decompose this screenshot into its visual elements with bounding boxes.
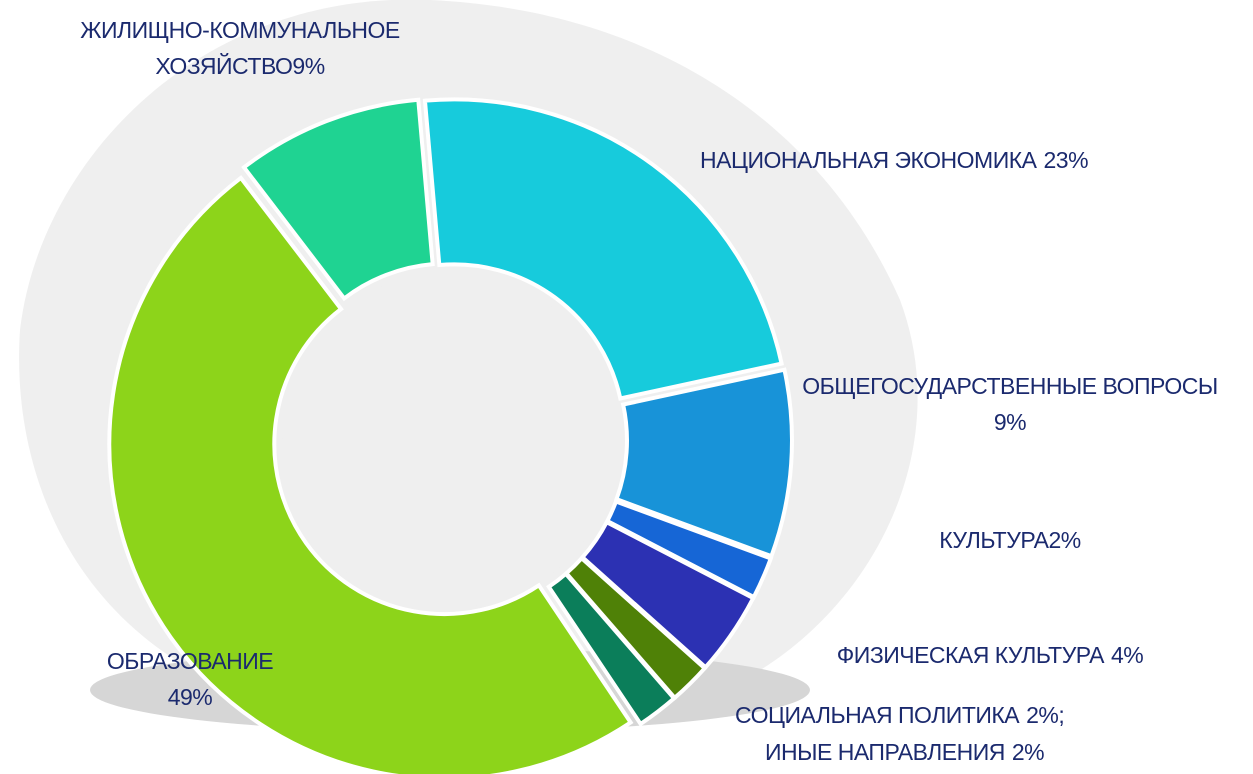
category-label: НАЦИОНАЛЬНАЯ ЭКОНОМИКА <box>700 147 1037 173</box>
category-label: КУЛЬТУРА <box>939 527 1049 553</box>
category-label: ИНЫЕ НАПРАВЛЕНИЯ <box>765 739 1005 765</box>
value-label: 2%; <box>1026 702 1065 728</box>
donut-hole <box>282 272 618 608</box>
value-label: 9% <box>292 53 325 79</box>
data-label: НАЦИОНАЛЬНАЯ ЭКОНОМИКА 23% <box>700 142 1180 178</box>
data-label: ЖИЛИЩНО-КОММУНАЛЬНОЕ ХОЗЯЙСТВО9% <box>30 12 450 84</box>
donut-segment <box>107 175 634 774</box>
donut-segment <box>422 97 784 401</box>
data-label: СОЦИАЛЬНАЯ ПОЛИТИКА 2%; <box>735 697 1155 733</box>
value-label: 23% <box>1043 147 1089 173</box>
category-label: ЖИЛИЩНО-КОММУНАЛЬНОЕ ХОЗЯЙСТВО <box>80 17 400 79</box>
category-label: ФИЗИЧЕСКАЯ КУЛЬТУРА <box>836 642 1105 668</box>
data-label: ОБЩЕГОСУДАРСТВЕННЫЕ ВОПРОСЫ 9% <box>770 368 1250 440</box>
category-label: СОЦИАЛЬНАЯ ПОЛИТИКА <box>735 702 1020 728</box>
data-label: ОБРАЗОВАНИЕ 49% <box>70 643 310 715</box>
category-label: ОБЩЕГОСУДАРСТВЕННЫЕ ВОПРОСЫ <box>802 373 1218 399</box>
value-label: 9% <box>993 409 1027 435</box>
value-label: 49% <box>167 684 213 710</box>
value-label: 4% <box>1110 642 1144 668</box>
value-label: 2% <box>1011 739 1045 765</box>
data-label: ФИЗИЧЕСКАЯ КУЛЬТУРА 4% <box>780 637 1200 673</box>
donut-segment <box>546 571 677 727</box>
data-label: КУЛЬТУРА2% <box>860 522 1160 558</box>
donut-segment <box>241 97 435 302</box>
category-label: ОБРАЗОВАНИЕ <box>106 648 274 674</box>
donut-segment <box>613 367 794 559</box>
value-label: 2% <box>1048 527 1081 553</box>
data-label: ИНЫЕ НАПРАВЛЕНИЯ 2% <box>765 734 1185 770</box>
